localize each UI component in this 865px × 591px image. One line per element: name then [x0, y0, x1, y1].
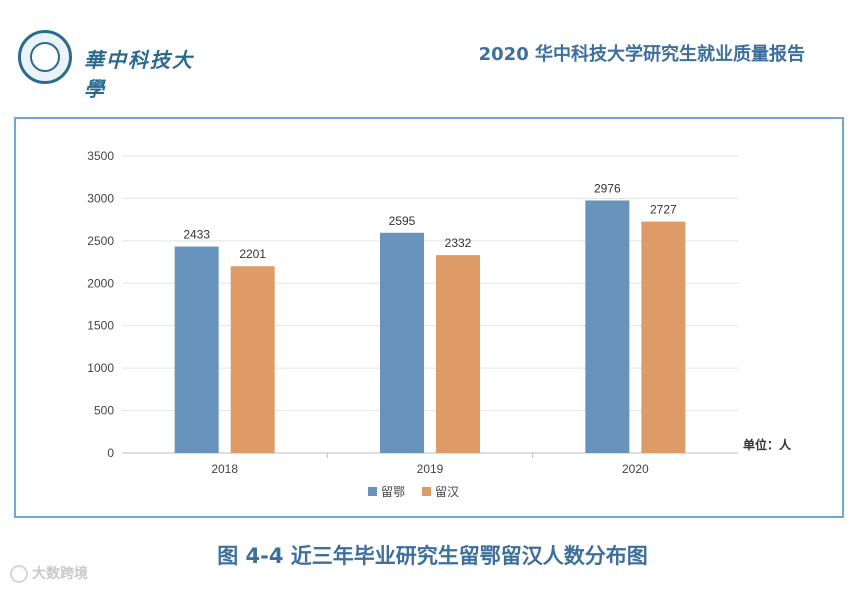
legend-swatch	[368, 487, 377, 496]
y-tick-label: 500	[94, 404, 114, 418]
data-label: 2332	[445, 236, 472, 250]
report-title: 2020 华中科技大学研究生就业质量报告	[478, 44, 805, 65]
watermark-icon	[10, 565, 28, 583]
data-label: 2595	[389, 214, 416, 228]
watermark-text: 大数跨境	[32, 566, 88, 582]
bar	[436, 255, 480, 453]
legend-label: 留鄂	[381, 485, 405, 499]
x-tick-label: 2019	[417, 462, 444, 476]
bar	[174, 246, 219, 453]
chart-panel: 0 500 1000 1500 2000 2500 3000 3500 2433 2201 259…	[14, 117, 844, 518]
y-tick-label: 2000	[87, 276, 114, 290]
bar	[585, 200, 630, 453]
emblem-icon	[18, 30, 72, 84]
figure-caption: 图 4-4 近三年毕业研究生留鄂留汉人数分布图	[217, 544, 648, 568]
data-label: 2727	[650, 203, 677, 217]
watermark: 大数跨境	[10, 563, 88, 583]
y-tick-label: 3500	[87, 149, 114, 163]
y-tick-label: 1500	[87, 319, 114, 333]
bar	[230, 266, 275, 453]
x-tick-label: 2018	[211, 462, 238, 476]
legend-swatch	[422, 487, 431, 496]
university-logo: 華中科技大學	[18, 30, 208, 101]
y-tick-label: 0	[107, 446, 114, 460]
y-tick-label: 3000	[87, 191, 114, 205]
x-tick-label: 2020	[622, 462, 649, 476]
page-header: 華中科技大學 2020 华中科技大学研究生就业质量报告	[0, 0, 865, 110]
data-label: 2433	[183, 228, 210, 242]
y-tick-label: 2500	[87, 234, 114, 248]
logo-text: 華中科技大學	[84, 48, 194, 101]
data-label: 2976	[594, 181, 621, 195]
y-tick-label: 1000	[87, 361, 114, 375]
legend-label: 留汉	[435, 485, 459, 499]
bar	[380, 232, 424, 453]
bar-chart: 0 500 1000 1500 2000 2500 3000 3500 2433 2201 259…	[87, 149, 792, 499]
data-label: 2201	[239, 247, 266, 261]
unit-label: 单位：人	[743, 437, 792, 452]
bar	[641, 221, 686, 453]
